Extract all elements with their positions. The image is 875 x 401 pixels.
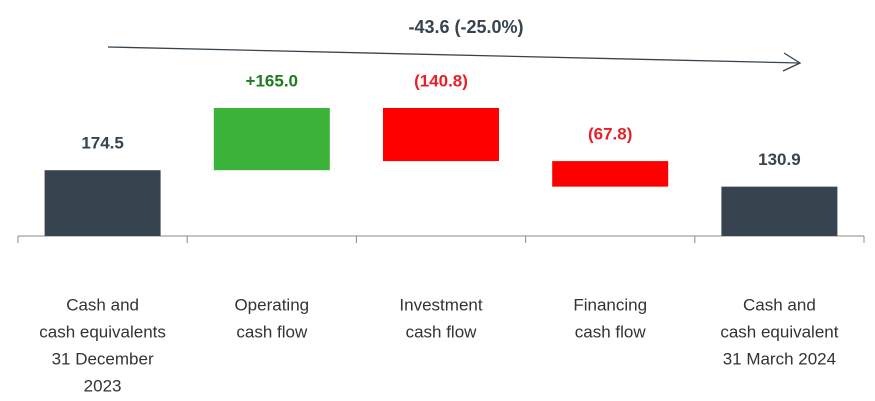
- annotation-arrow: [107, 46, 801, 64]
- bar: [552, 161, 669, 187]
- x-tick-label: Investment: [399, 295, 482, 314]
- x-tick-label: 31 March 2024: [723, 349, 836, 368]
- value-label: +165.0: [246, 71, 298, 90]
- x-tick-label: 31 December: [52, 349, 154, 368]
- bar: [721, 186, 838, 236]
- x-tick-label: cash flow: [575, 322, 647, 341]
- value-label: (67.8): [588, 125, 632, 144]
- arrow-head: [782, 52, 802, 72]
- x-tick-label: cash equivalents: [39, 322, 166, 341]
- bar: [383, 108, 499, 162]
- value-label: 130.9: [758, 150, 801, 169]
- x-tick-label: Cash and: [66, 295, 139, 314]
- x-tick-label: Cash and: [743, 295, 816, 314]
- bar: [213, 108, 330, 171]
- x-tick-label: cash flow: [236, 322, 308, 341]
- x-tick-label: Financing: [573, 295, 647, 314]
- value-label: (140.8): [414, 71, 468, 90]
- x-tick-label: cash flow: [406, 322, 478, 341]
- x-tick-label: 2023: [84, 376, 122, 395]
- value-label: 174.5: [81, 134, 124, 153]
- x-tick-label: cash equivalent: [720, 322, 838, 341]
- bar: [44, 170, 161, 236]
- x-tick-label: Operating: [234, 295, 309, 314]
- annotation: -43.6 (-25.0%): [408, 17, 523, 37]
